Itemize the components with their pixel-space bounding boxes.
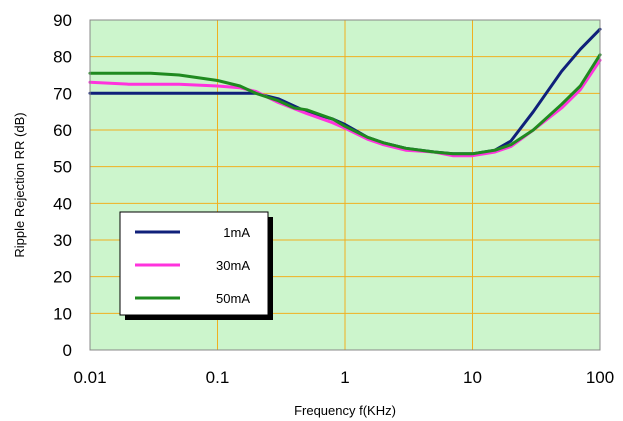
y-tick-label: 70 [53,84,72,103]
y-tick-label: 20 [53,268,72,287]
legend: 1mA 30mA 50mA [119,211,273,320]
series-layer [88,27,602,158]
y-tick-label: 60 [53,121,72,140]
x-tick-label: 10 [463,368,482,387]
series-line-50mA [88,53,602,156]
y-tick-label: 40 [53,194,72,213]
legend-label-1mA: 1mA [223,225,250,240]
legend-label-30mA: 30mA [216,258,250,273]
x-axis-label: Frequency f(KHz) [294,403,396,418]
x-tick-label: 100 [586,368,614,387]
x-tick-label: 1 [340,368,349,387]
y-tick-label: 80 [53,48,72,67]
y-tick-label: 10 [53,304,72,323]
plot-frame [89,19,601,351]
legend-label-50mA: 50mA [216,291,250,306]
y-tick-label: 50 [53,158,72,177]
y-tick-label: 0 [63,341,72,360]
y-tick-label: 30 [53,231,72,250]
y-axis-label: Ripple Rejection RR (dB) [12,112,27,257]
x-tick-label: 0.01 [73,368,106,387]
x-tick-label: 0.1 [206,368,230,387]
y-tick-labels: 0 10 20 30 40 50 60 70 80 90 [53,11,72,360]
y-tick-label: 90 [53,11,72,30]
x-tick-labels: 0.01 0.1 1 10 100 [73,368,614,387]
